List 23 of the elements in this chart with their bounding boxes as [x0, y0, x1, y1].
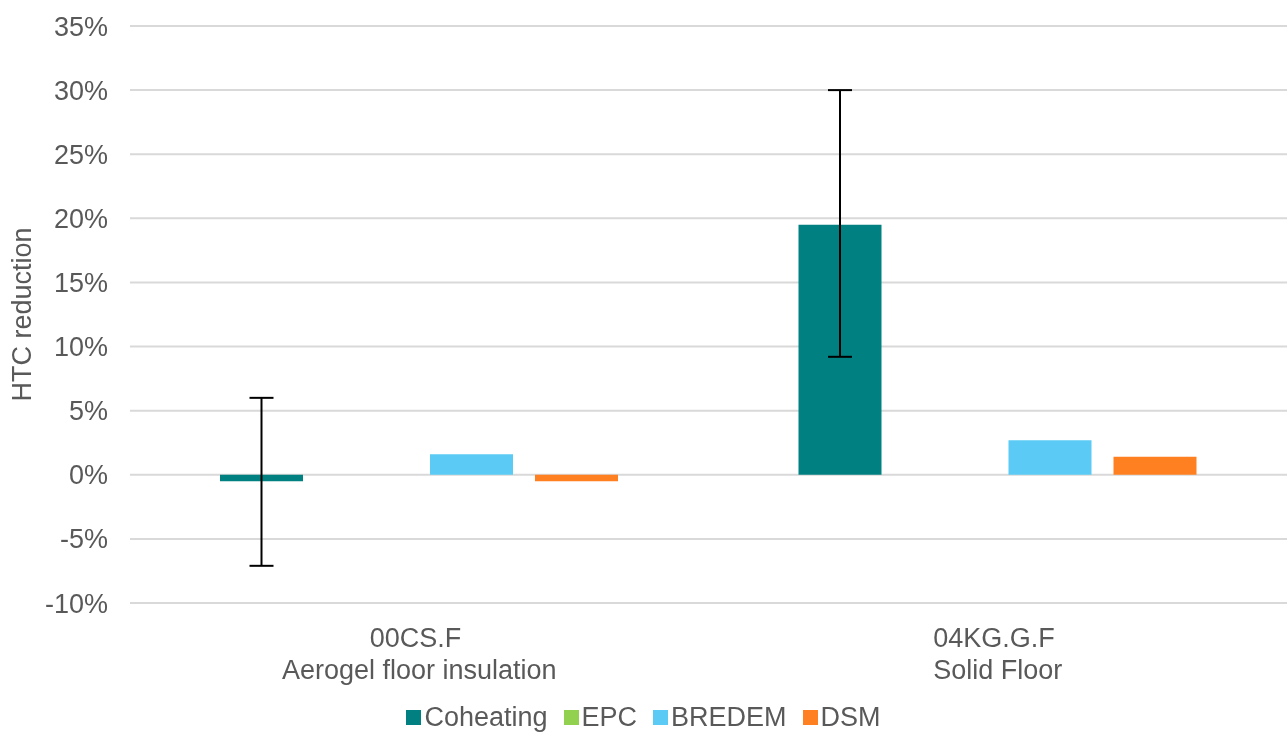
bar: [1113, 456, 1197, 475]
x-tick-label: 00CS.F Aerogel floor insulation: [281, 622, 557, 685]
bar: [798, 224, 882, 475]
legend-label: DSM: [820, 702, 881, 732]
bar: [1008, 440, 1092, 475]
bar: [535, 474, 618, 482]
y-axis-title: HTC reduction: [7, 227, 37, 402]
legend-label: BREDEM: [671, 702, 787, 732]
y-tick-label: 25%: [53, 139, 108, 170]
x-tick-label: 04KG.G.F Solid Floor: [933, 622, 1063, 685]
y-tick-label: 20%: [53, 203, 108, 234]
bar: [220, 474, 303, 482]
y-tick-label: 30%: [53, 75, 108, 106]
legend-label: EPC: [581, 702, 638, 732]
y-tick-label: -10%: [44, 588, 108, 619]
bar: [430, 454, 513, 475]
y-tick-label: 10%: [53, 332, 108, 363]
legend-label: Coheating: [424, 702, 548, 732]
y-tick-label: 5%: [68, 396, 108, 427]
y-tick-label: -5%: [59, 524, 108, 555]
y-tick-label: 15%: [53, 268, 108, 299]
y-tick-label: 35%: [53, 11, 108, 42]
y-tick-label: 0%: [68, 460, 108, 491]
